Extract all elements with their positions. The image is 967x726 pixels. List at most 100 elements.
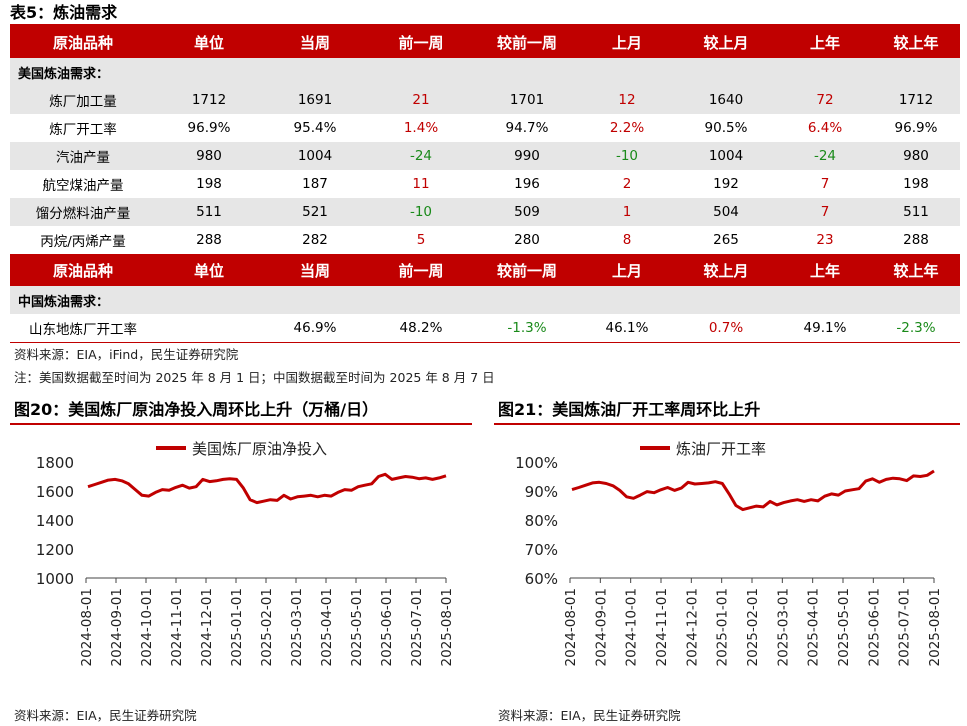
cell-vs-month: 0.7% bbox=[674, 314, 778, 343]
header-cell: 上年 bbox=[778, 254, 872, 286]
x-tick-label: 2025-07-01 bbox=[897, 588, 913, 666]
cell-name: 航空煤油产量 bbox=[42, 178, 124, 194]
cell-unit: 980 bbox=[156, 142, 262, 170]
cell-vs-prev: 1701 bbox=[474, 86, 580, 114]
cell-cur: 521 bbox=[262, 198, 368, 226]
cell-cur: 1691 bbox=[262, 86, 368, 114]
cell-name: 馏分燃料油产量 bbox=[10, 198, 156, 226]
cell-prev: 5 bbox=[416, 232, 426, 248]
table-title: 表5：炼油需求 bbox=[10, 2, 960, 26]
cell-prev: 11 bbox=[412, 176, 430, 192]
refining-demand-table: 原油品种 单位 当周 前一周 较前一周 上月 较上月 上年 较上年 美国炼油需求： 炼厂加工量 171… bbox=[10, 26, 960, 343]
chart20-title-rule bbox=[10, 423, 472, 425]
header-cell: 单位 bbox=[156, 254, 262, 286]
cell-cur: 1004 bbox=[262, 142, 368, 170]
table-row: 炼厂开工率 96.9% 95.4% 1.4% 94.7% 2.2% 90.5% 6.4% 96.… bbox=[10, 114, 960, 142]
cell-vs-year: 980 bbox=[872, 142, 960, 170]
y-tick-label: 90% bbox=[525, 483, 558, 501]
x-tick-label: 2024-12-01 bbox=[684, 588, 700, 666]
table-row: 汽油产量 980 1004 -24 990 -10 1004 -24 980 bbox=[10, 142, 960, 170]
header-cell: 上年 bbox=[778, 26, 872, 58]
x-tick-label: 2025-04-01 bbox=[806, 588, 822, 666]
x-tick-label: 2024-08-01 bbox=[79, 588, 95, 666]
cell-last-year: 23 bbox=[816, 232, 834, 248]
header-cell: 较上月 bbox=[674, 26, 778, 58]
cell-unit: 96.9% bbox=[187, 120, 231, 136]
y-tick-label: 100% bbox=[515, 454, 558, 472]
cell-last-year: 7 bbox=[820, 176, 830, 192]
x-tick-label: 2025-01-01 bbox=[229, 588, 245, 666]
cell-prev: 21 bbox=[368, 86, 474, 114]
x-tick-label: 2024-10-01 bbox=[624, 588, 640, 666]
cell-vs-month: 1640 bbox=[674, 86, 778, 114]
header-cell: 上月 bbox=[580, 254, 674, 286]
cell-last-month: -10 bbox=[580, 142, 674, 170]
x-tick-label: 2024-09-01 bbox=[593, 588, 609, 666]
table-row: 航空煤油产量 198 187 11 196 2 192 7 198 bbox=[10, 170, 960, 198]
table-row: 山东地炼厂开工率 46.9% 48.2% -1.3% 46.1% 0.7% 49.1% -2.… bbox=[10, 314, 960, 343]
cell-cur: 46.9% bbox=[262, 314, 368, 343]
x-tick-label: 2024-12-01 bbox=[199, 588, 215, 666]
cell-unit bbox=[156, 314, 262, 343]
section-label: 美国炼油需求： bbox=[10, 58, 960, 86]
x-tick-label: 2025-02-01 bbox=[745, 588, 761, 666]
cell-prev: -24 bbox=[368, 142, 474, 170]
header-cell: 较上年 bbox=[872, 26, 960, 58]
cell-vs-month: 90.5% bbox=[704, 120, 748, 136]
series-line bbox=[571, 469, 935, 512]
chart21-source: 资料来源：EIA，民生证券研究院 bbox=[498, 708, 681, 723]
x-tick-label: 2025-04-01 bbox=[319, 588, 335, 666]
cell-vs-month: 1004 bbox=[674, 142, 778, 170]
y-tick-label: 80% bbox=[525, 512, 558, 530]
cell-last-year: -24 bbox=[778, 142, 872, 170]
cell-name: 山东地炼厂开工率 bbox=[10, 314, 156, 343]
chart21-title: 图21：美国炼油厂开工率周环比上升 bbox=[498, 400, 761, 419]
x-tick-label: 2025-06-01 bbox=[866, 588, 882, 666]
cell-cur: 282 bbox=[302, 232, 328, 248]
header-cell: 前一周 bbox=[368, 254, 474, 286]
cell-vs-prev: 196 bbox=[514, 176, 540, 192]
header-cell: 原油品种 bbox=[10, 26, 156, 58]
cell-name: 汽油产量 bbox=[10, 142, 156, 170]
y-tick-label: 1400 bbox=[36, 512, 74, 530]
cell-last-year: 6.4% bbox=[807, 120, 843, 136]
cell-vs-year: 511 bbox=[872, 198, 960, 226]
cell-vs-prev: -1.3% bbox=[474, 314, 580, 343]
table-row: 丙烷/丙烯产量 288 282 5 280 8 265 23 288 bbox=[10, 226, 960, 254]
table-header-row: 原油品种 单位 当周 前一周 较前一周 上月 较上月 上年 较上年 bbox=[10, 26, 960, 58]
cell-vs-year: 1712 bbox=[872, 86, 960, 114]
cell-vs-month: 265 bbox=[713, 232, 739, 248]
cell-unit: 288 bbox=[196, 232, 222, 248]
section-row: 美国炼油需求： bbox=[10, 58, 960, 86]
x-tick-label: 2025-05-01 bbox=[349, 588, 365, 666]
x-tick-label: 2024-10-01 bbox=[139, 588, 155, 666]
chart20-title: 图20：美国炼厂原油净投入周环比上升（万桶/日） bbox=[14, 400, 379, 419]
cell-prev: -10 bbox=[368, 198, 474, 226]
chart20-source: 资料来源：EIA，民生证券研究院 bbox=[14, 708, 197, 723]
cell-last-month: 8 bbox=[622, 232, 632, 248]
cell-name: 丙烷/丙烯产量 bbox=[40, 234, 126, 250]
chart20-refinery-input-line-chart: 美国炼厂原油净投入 1000 1200 1400 1600 1800 2024-08-01 2… bbox=[36, 440, 455, 666]
header-cell: 较上月 bbox=[674, 254, 778, 286]
cell-last-year: 72 bbox=[778, 86, 872, 114]
y-tick-label: 1000 bbox=[36, 570, 74, 588]
cell-last-month: 46.1% bbox=[580, 314, 674, 343]
header-cell: 较上年 bbox=[872, 254, 960, 286]
cell-vs-year: 198 bbox=[903, 176, 929, 192]
header-cell: 前一周 bbox=[368, 26, 474, 58]
table-note: 注：美国数据截至时间为 2025 年 8 月 1 日；中国数据截至时间为 202… bbox=[14, 370, 495, 385]
x-tick-label: 2025-06-01 bbox=[379, 588, 395, 666]
cell-name: 炼厂加工量 bbox=[10, 86, 156, 114]
x-tick-label: 2025-05-01 bbox=[836, 588, 852, 666]
cell-cur: 187 bbox=[302, 176, 328, 192]
header-cell: 单位 bbox=[156, 26, 262, 58]
x-tick-label: 2025-01-01 bbox=[715, 588, 731, 666]
header-cell: 当周 bbox=[262, 254, 368, 286]
x-tick-label: 2024-11-01 bbox=[169, 588, 185, 666]
legend-label: 美国炼厂原油净投入 bbox=[192, 440, 327, 458]
y-tick-label: 1600 bbox=[36, 483, 74, 501]
cell-vs-year: 288 bbox=[903, 232, 929, 248]
header-cell: 当周 bbox=[262, 26, 368, 58]
cell-vs-month: 504 bbox=[674, 198, 778, 226]
cell-name: 炼厂开工率 bbox=[49, 122, 117, 138]
